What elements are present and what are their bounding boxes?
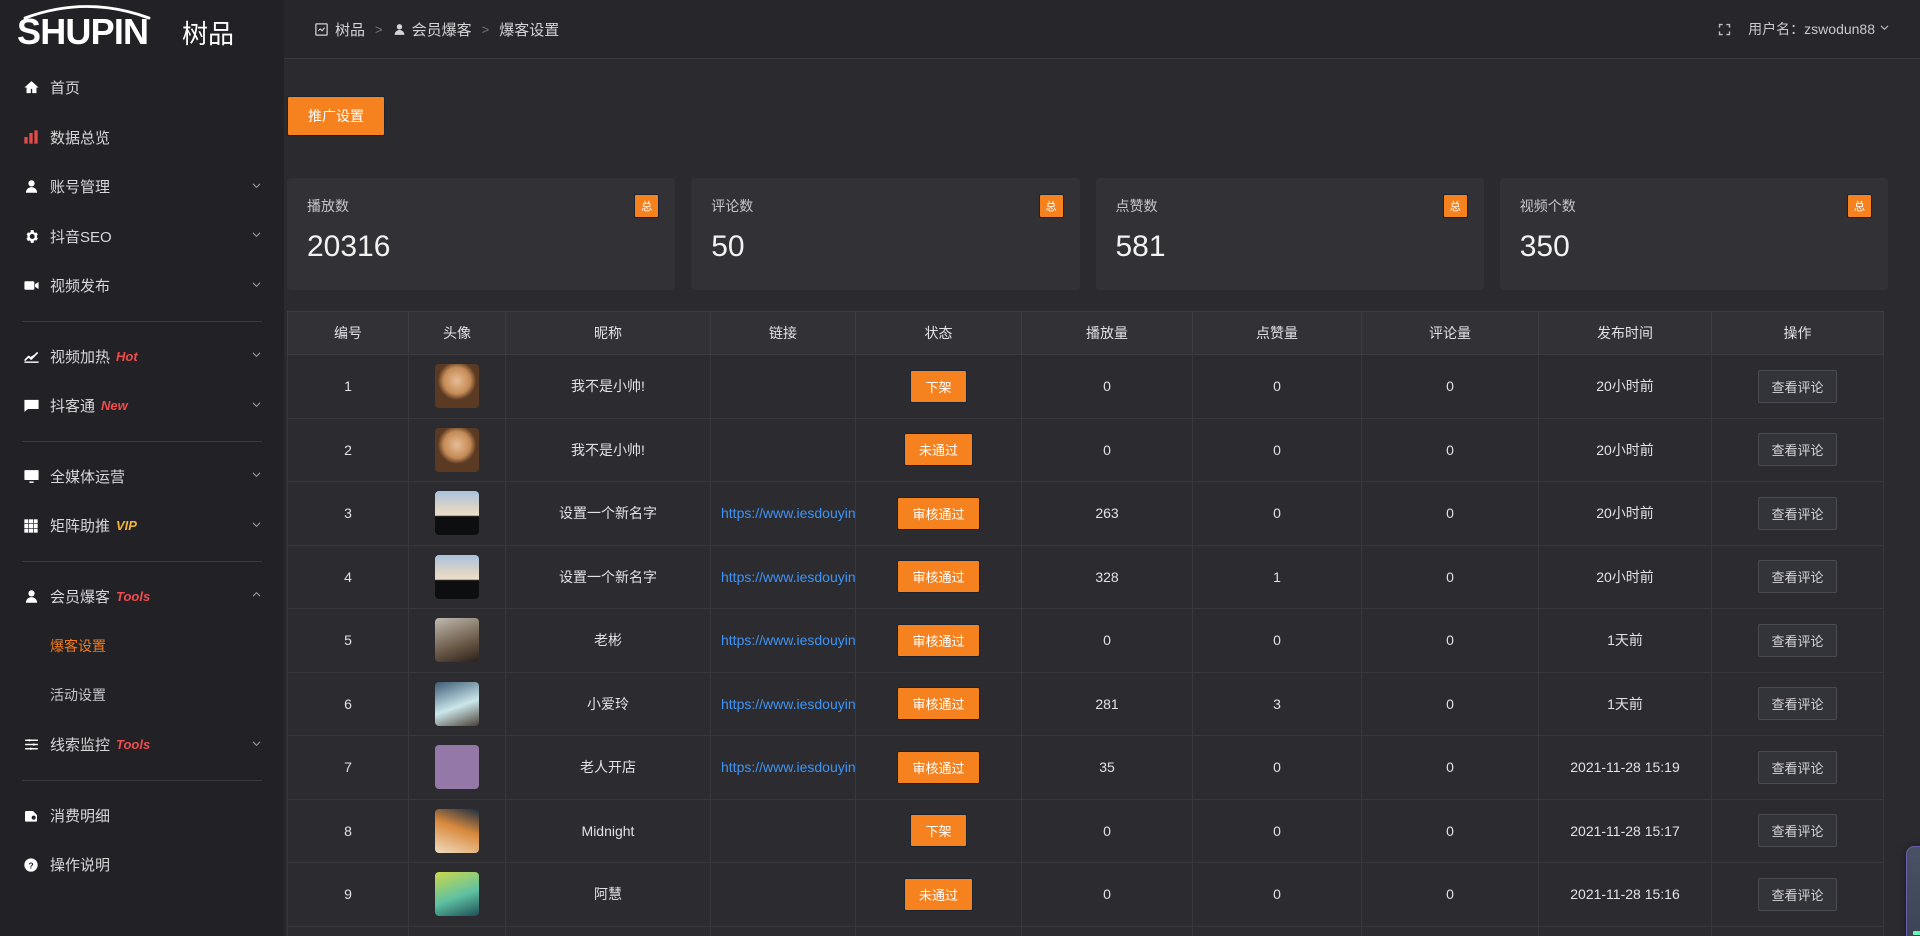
svg-text:树品: 树品 [182, 19, 234, 49]
svg-text:?: ? [28, 860, 33, 870]
svg-text:SHUPIN: SHUPIN [17, 11, 148, 52]
